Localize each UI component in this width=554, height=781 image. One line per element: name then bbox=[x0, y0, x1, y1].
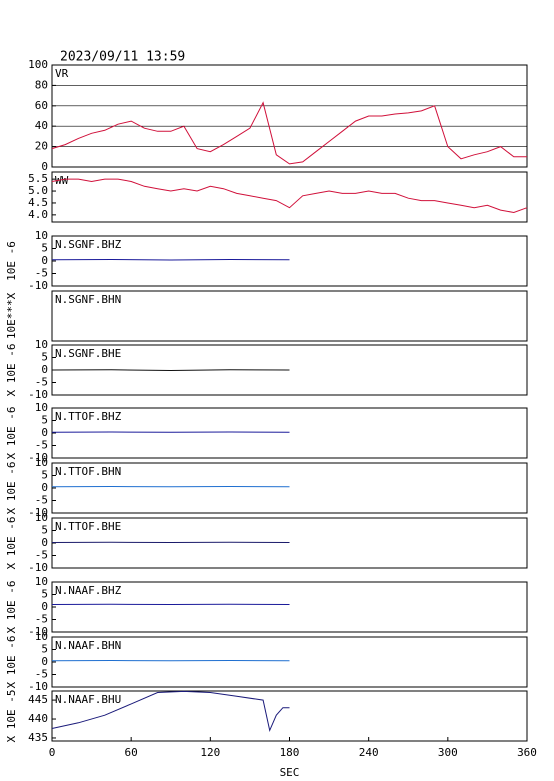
panel-frame bbox=[51, 171, 528, 223]
y-tick-label: -5 bbox=[35, 439, 48, 452]
x-tick-label: 240 bbox=[359, 746, 379, 759]
y-tick-label: 10 bbox=[35, 456, 48, 469]
y-tick-label: 0 bbox=[41, 160, 48, 173]
y-tick-label: 0 bbox=[41, 254, 48, 267]
panel-frame bbox=[51, 64, 528, 168]
y-axis-label: X 10E -6 bbox=[5, 344, 18, 397]
y-tick-label: 435 bbox=[28, 731, 48, 744]
y-tick-label: -10 bbox=[28, 279, 48, 292]
y-axis-label: X 10E -5 bbox=[5, 690, 18, 743]
series-label: N.NAAF.BHZ bbox=[55, 584, 122, 597]
series-line bbox=[51, 178, 528, 214]
y-tick-label: 20 bbox=[35, 140, 48, 153]
series-line bbox=[51, 101, 527, 165]
panel-frame bbox=[51, 235, 528, 287]
y-tick-label: -5 bbox=[35, 376, 48, 389]
y-tick-label: 0 bbox=[41, 426, 48, 439]
series-label: VR bbox=[55, 67, 69, 80]
y-tick-label: -5 bbox=[35, 668, 48, 681]
y-tick-label: 60 bbox=[35, 99, 48, 112]
y-tick-label: 4.5 bbox=[28, 196, 48, 209]
x-tick-label: 360 bbox=[517, 746, 537, 759]
y-tick-label: 5 bbox=[41, 469, 48, 482]
y-tick-label: 4.0 bbox=[28, 208, 48, 221]
y-axis-label: X 10E -6 bbox=[5, 407, 18, 460]
x-tick-label: 60 bbox=[125, 746, 138, 759]
y-tick-label: 0 bbox=[41, 600, 48, 613]
panel-frame bbox=[51, 290, 528, 342]
series-label: WW bbox=[55, 174, 69, 187]
panel-frame bbox=[51, 407, 528, 459]
y-tick-label: 5.0 bbox=[28, 184, 48, 197]
series-label: N.TTOF.BHZ bbox=[55, 410, 122, 423]
y-tick-label: 10 bbox=[35, 630, 48, 643]
y-axis-label: X 10E -6 bbox=[5, 581, 18, 634]
y-tick-label: 0 bbox=[41, 481, 48, 494]
y-tick-label: 10 bbox=[35, 511, 48, 524]
y-tick-label: -10 bbox=[28, 388, 48, 401]
panel-frame bbox=[51, 636, 528, 688]
panel-frame bbox=[51, 517, 528, 569]
y-tick-label: 445 bbox=[28, 693, 48, 706]
y-tick-label: -5 bbox=[35, 549, 48, 562]
series-label: N.SGNF.BHE bbox=[55, 347, 121, 360]
y-tick-label: -5 bbox=[35, 267, 48, 280]
series-label: N.SGNF.BHN bbox=[55, 293, 121, 306]
y-tick-label: 0 bbox=[41, 655, 48, 668]
panel-frame bbox=[51, 581, 528, 633]
y-tick-label: 10 bbox=[35, 575, 48, 588]
chart-title: 2023/09/11 13:59 bbox=[60, 50, 185, 65]
panel-frame bbox=[51, 690, 528, 742]
y-tick-label: -10 bbox=[28, 506, 48, 519]
y-tick-label: -5 bbox=[35, 494, 48, 507]
y-tick-label: -10 bbox=[28, 561, 48, 574]
y-tick-label: 5 bbox=[41, 588, 48, 601]
y-axis-label: X 10E -6 bbox=[5, 517, 18, 570]
y-tick-label: 5 bbox=[41, 351, 48, 364]
y-tick-label: 5 bbox=[41, 242, 48, 255]
series-label: N.NAAF.BHN bbox=[55, 639, 121, 652]
x-tick-label: 120 bbox=[200, 746, 220, 759]
series-label: N.NAAF.BHU bbox=[55, 693, 121, 706]
x-tick-label: 180 bbox=[280, 746, 300, 759]
y-tick-label: -10 bbox=[28, 625, 48, 638]
y-tick-label: 10 bbox=[35, 229, 48, 242]
y-tick-label: -5 bbox=[35, 613, 48, 626]
y-tick-label: 100 bbox=[28, 58, 48, 71]
y-axis-label: 10E***X bbox=[5, 292, 18, 339]
y-tick-label: 10 bbox=[35, 338, 48, 351]
y-tick-label: 80 bbox=[35, 78, 48, 91]
series-line bbox=[51, 258, 290, 261]
y-tick-label: 5 bbox=[41, 414, 48, 427]
series-label: N.TTOF.BHE bbox=[55, 520, 121, 533]
y-tick-label: 0 bbox=[41, 363, 48, 376]
series-line bbox=[51, 690, 290, 733]
x-tick-label: 0 bbox=[49, 746, 56, 759]
panel-frame bbox=[51, 462, 528, 514]
y-axis-label: X 10E -6 bbox=[5, 636, 18, 689]
y-tick-label: 0 bbox=[41, 536, 48, 549]
y-tick-label: 10 bbox=[35, 401, 48, 414]
series-line bbox=[51, 369, 290, 372]
y-axis-label: 10E -6 bbox=[5, 241, 18, 281]
x-axis-label: SEC bbox=[280, 766, 300, 779]
y-tick-label: -10 bbox=[28, 451, 48, 464]
y-tick-label: 40 bbox=[35, 119, 48, 132]
y-tick-label: 5 bbox=[41, 524, 48, 537]
series-label: N.TTOF.BHN bbox=[55, 465, 121, 478]
y-axis-label: X 10E -6 bbox=[5, 462, 18, 515]
y-tick-label: -10 bbox=[28, 680, 48, 693]
series-label: N.SGNF.BHZ bbox=[55, 238, 122, 251]
x-tick-label: 300 bbox=[438, 746, 458, 759]
y-tick-label: 5 bbox=[41, 643, 48, 656]
y-tick-label: 440 bbox=[28, 712, 48, 725]
y-tick-label: 5.5 bbox=[28, 172, 48, 185]
